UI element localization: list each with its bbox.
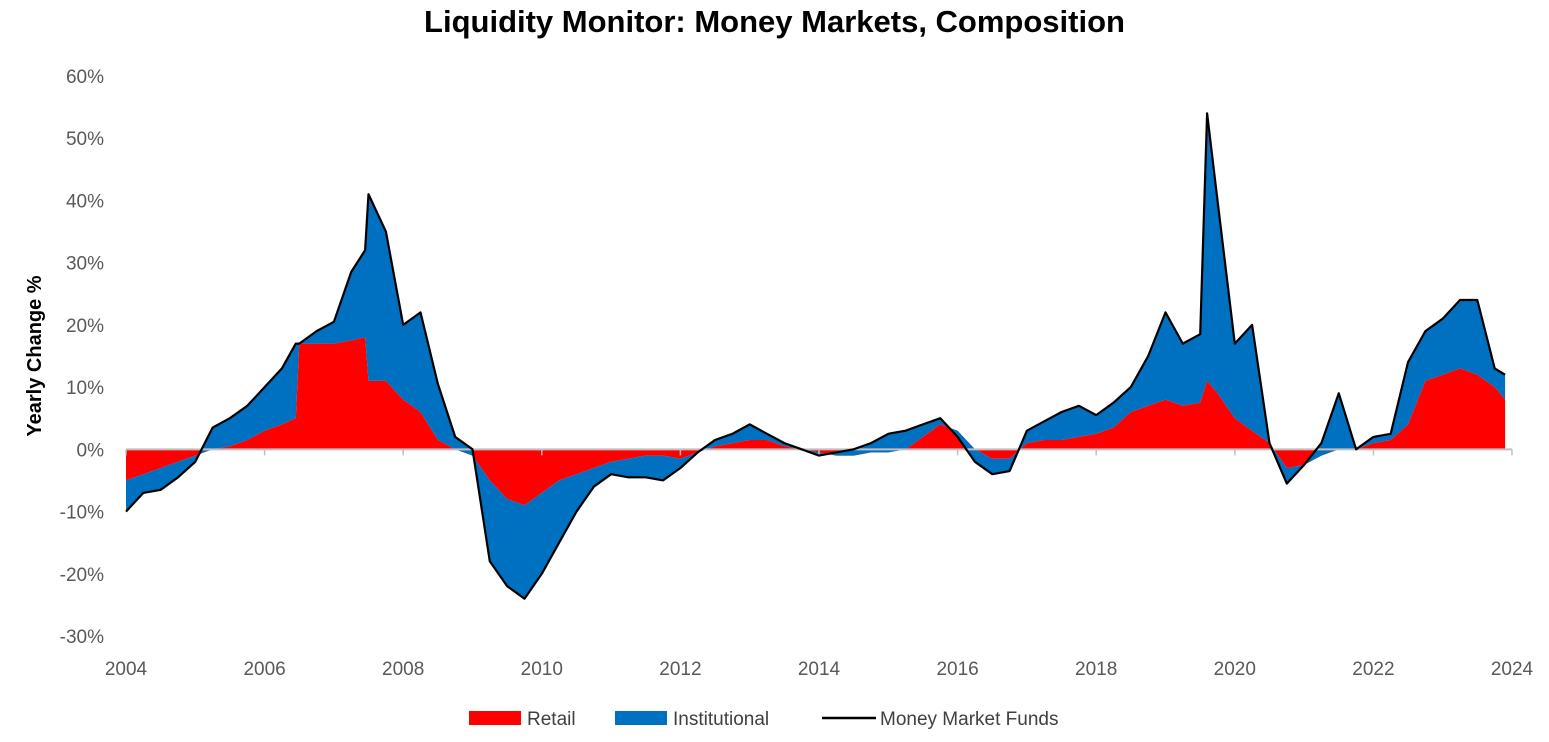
legend-label-institutional: Institutional — [673, 709, 769, 730]
x-tick-label: 2012 — [659, 659, 701, 680]
x-tick-label: 2006 — [243, 659, 285, 680]
y-tick-label: 20% — [66, 316, 104, 337]
legend-label-money-market-funds: Money Market Funds — [880, 709, 1058, 730]
x-tick-label: 2014 — [798, 659, 841, 680]
x-axis-tick-labels: 2004 2006 2008 2010 2012 2014 2016 2018 2020 2022… — [105, 659, 1534, 680]
stacked-areas — [126, 113, 1506, 599]
y-tick-label: 40% — [66, 191, 104, 212]
plot-area — [125, 112, 1513, 600]
legend-swatch-retail — [469, 711, 521, 725]
legend: Retail Institutional Money Market Funds — [469, 709, 1058, 730]
x-tick-label: 2024 — [1491, 659, 1534, 680]
y-tick-label: 50% — [66, 129, 104, 150]
y-tick-label: 10% — [66, 378, 104, 399]
x-tick-label: 2020 — [1214, 659, 1256, 680]
x-axis-ticks — [125, 449, 1513, 456]
x-tick-label: 2010 — [521, 659, 563, 680]
y-tick-label: 30% — [66, 254, 104, 275]
legend-swatch-institutional — [615, 711, 667, 725]
y-tick-label: -10% — [60, 503, 104, 524]
x-tick-label: 2008 — [382, 659, 424, 680]
y-axis-label: Yearly Change % — [24, 275, 46, 436]
chart-title: Liquidity Monitor: Money Markets, Compos… — [424, 4, 1125, 39]
x-tick-label: 2004 — [105, 659, 148, 680]
legend-label-retail: Retail — [527, 709, 576, 730]
x-tick-label: 2022 — [1352, 659, 1394, 680]
y-axis-tick-labels: 60% 50% 40% 30% 20% 10% 0% -10% -20% -30% — [60, 67, 104, 648]
x-tick-label: 2016 — [936, 659, 978, 680]
y-tick-label: 0% — [77, 440, 105, 461]
y-tick-label: -20% — [60, 565, 104, 586]
area-retail — [126, 337, 1506, 506]
y-tick-label: -30% — [60, 627, 104, 648]
y-tick-label: 60% — [66, 67, 104, 88]
x-tick-label: 2018 — [1075, 659, 1117, 680]
area-institutional — [126, 113, 1506, 599]
series-line-money-market-funds — [125, 112, 1506, 600]
